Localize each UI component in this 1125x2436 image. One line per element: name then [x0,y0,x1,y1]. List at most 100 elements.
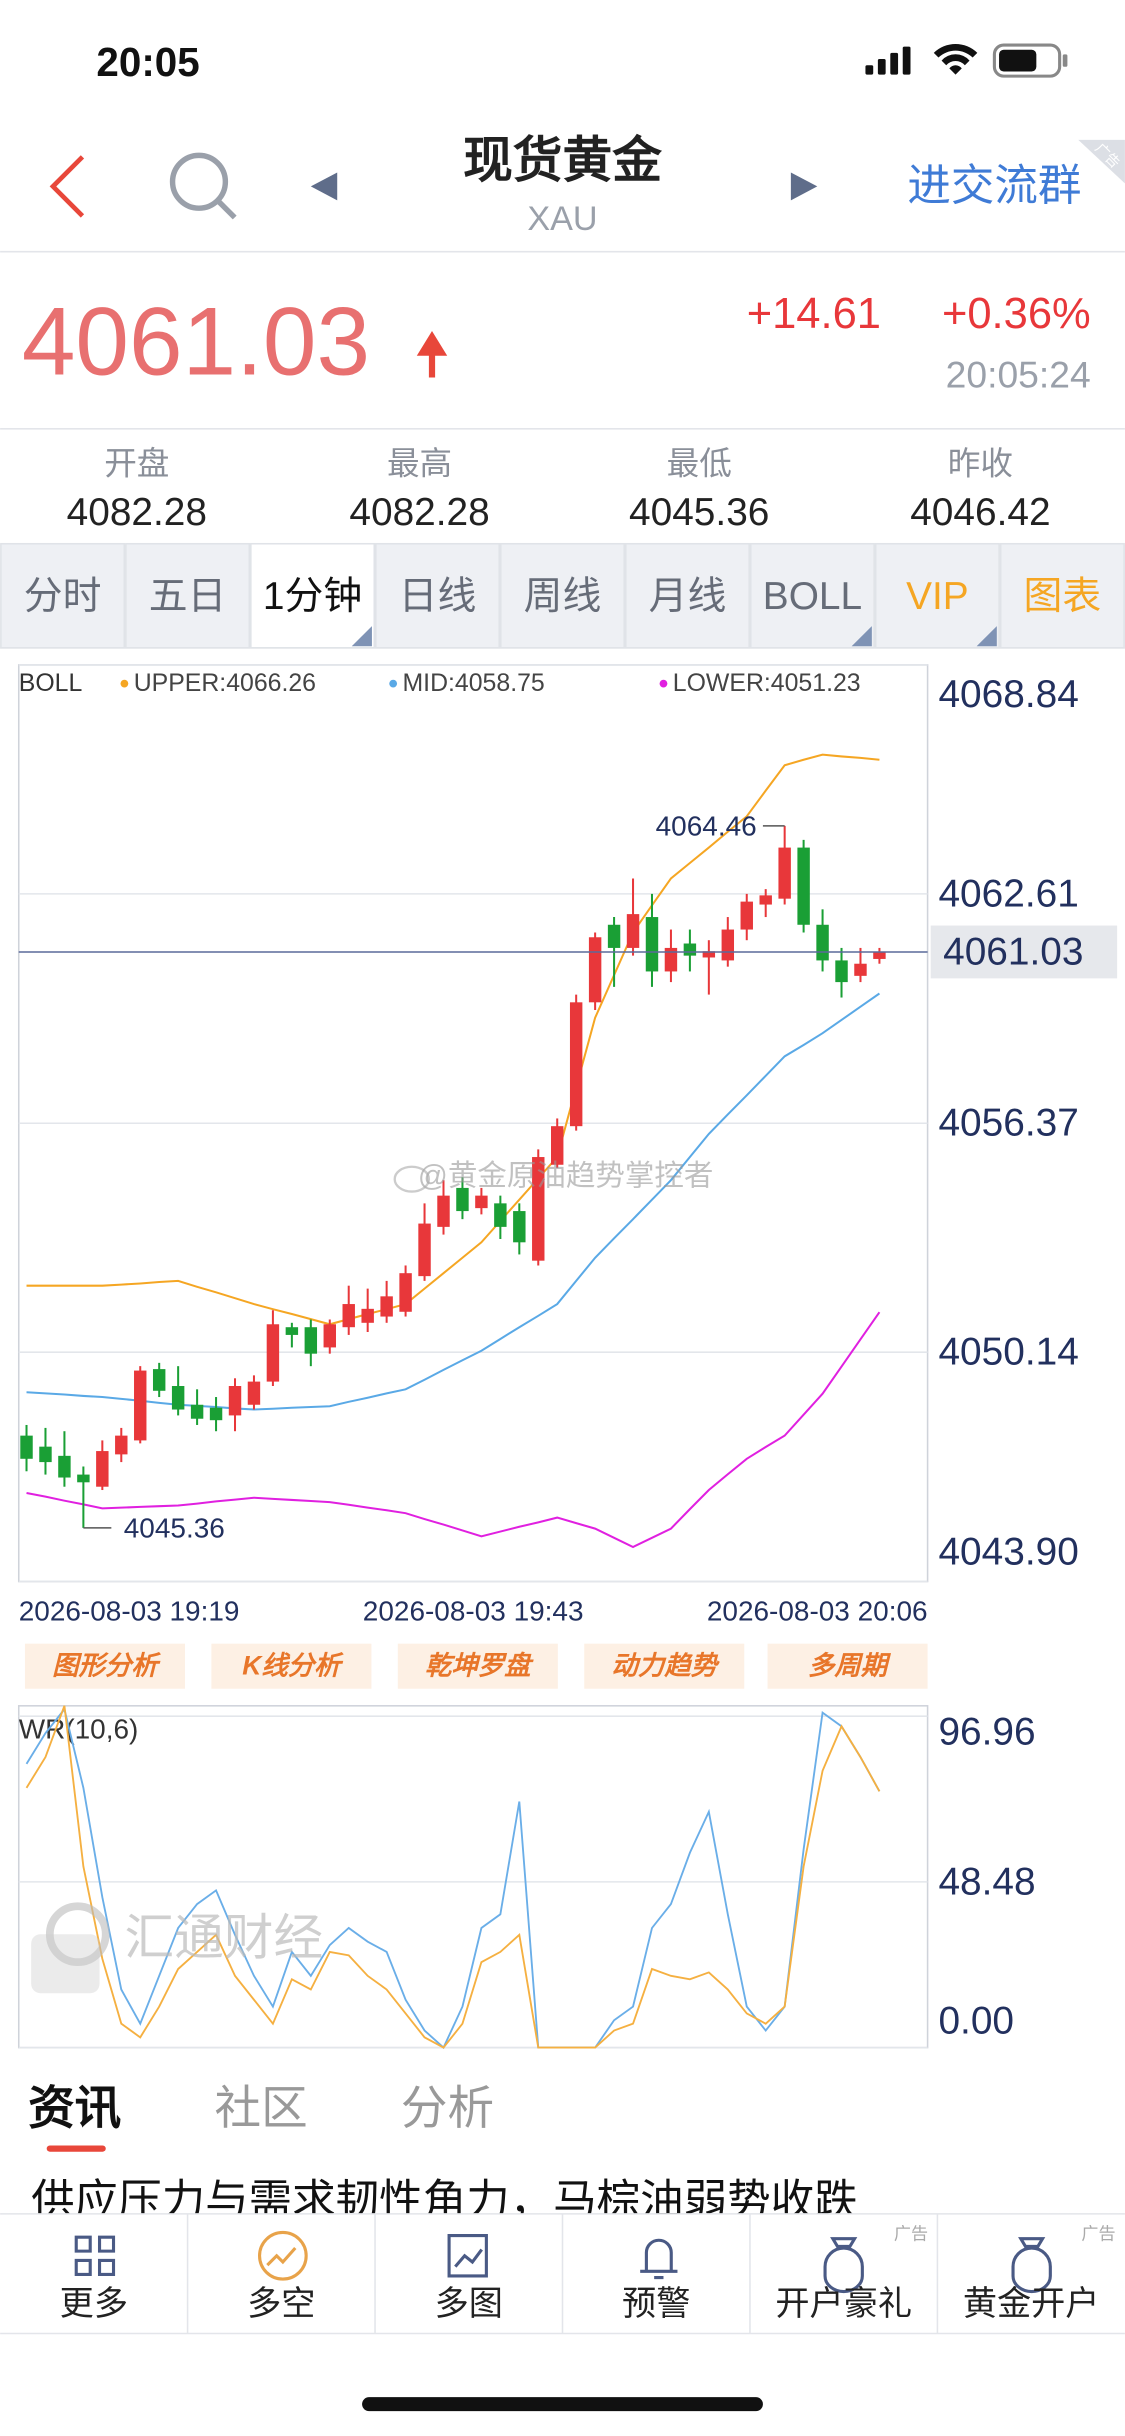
candle-body [740,901,753,930]
tool-label[interactable]: 多周期 [808,1650,892,1680]
ad-tag: 广告 [1081,2225,1115,2244]
nav-label[interactable]: 更多 [60,2285,128,2323]
tab[interactable] [250,542,376,649]
nav-icon[interactable] [74,2235,116,2276]
nav-icon[interactable] [1011,2237,1052,2294]
y-tick-label: 0.00 [938,2000,1014,2043]
candle-body [588,937,602,1003]
tab-label[interactable]: 月线 [649,575,727,618]
tab-label[interactable]: 周线 [524,575,602,618]
next-button[interactable] [790,172,818,201]
watermark-icon [393,1165,431,1193]
tab-label[interactable]: BOLL [763,575,862,618]
candle-body [569,1002,583,1127]
legend-item: UPPER:4066.26 [134,670,316,697]
nav-icon[interactable] [258,2231,308,2281]
candle-body [683,943,697,956]
tool-button[interactable] [767,1643,928,1689]
tab[interactable] [874,542,1000,649]
candle-body [702,951,716,958]
legend-title: BOLL [19,670,83,697]
tool-button[interactable] [24,1643,185,1689]
tool-button[interactable] [211,1643,372,1689]
price-change-pct: +0.36% [942,290,1091,338]
news-tab[interactable]: 资讯 [28,2082,121,2134]
current-price-label: 4061.03 [943,930,1083,973]
legend-dot [659,679,668,688]
stat-label: 开盘 [104,444,169,481]
candle-body [475,1195,488,1209]
candle-body [323,1324,336,1348]
tab-label[interactable]: 日线 [399,575,477,618]
legend-item: MID:4058.75 [402,670,544,697]
status-icons [865,43,1068,78]
prev-button[interactable] [310,172,338,201]
y-tick-label: 96.96 [938,1711,1035,1754]
boll-line [26,1311,881,1549]
group-link[interactable]: 进交流群 [907,162,1081,210]
candle-body [645,917,659,972]
candle-body [816,924,829,961]
candle-body [626,914,640,948]
nav-label[interactable]: 多空 [247,2285,315,2323]
nav-label[interactable]: 黄金开户 [963,2285,1100,2323]
stat-value: 4045.36 [629,491,769,534]
candle-body [96,1451,109,1487]
candle-body [228,1386,242,1416]
tab[interactable] [125,542,251,649]
boll-line [26,753,880,1326]
candle-body [58,1455,71,1478]
tool-label[interactable]: 图形分析 [52,1650,161,1680]
candle-body [532,1157,545,1261]
tool-button[interactable] [397,1643,558,1689]
tool-label[interactable]: 乾坤罗盘 [425,1650,534,1680]
tab[interactable] [375,542,501,649]
tab-label[interactable]: 1分钟 [263,575,362,618]
y-tick-label: 4056.37 [938,1102,1078,1145]
candle-body [380,1296,393,1317]
tab[interactable] [624,542,750,649]
tool-label[interactable]: 动力趋势 [611,1650,720,1680]
nav-icon[interactable] [447,2234,488,2278]
candle-body [437,1195,450,1227]
nav-label[interactable]: 多图 [435,2285,503,2323]
indicator-title: WR(10,6) [19,1714,139,1745]
x-tick-label: 2026-08-03 20:06 [707,1596,928,1627]
candle-body [342,1304,355,1328]
nav-icon[interactable] [640,2238,678,2280]
tab-label[interactable]: 五日 [149,575,227,618]
boll-line [26,992,881,1411]
news-tab[interactable]: 分析 [401,2082,494,2134]
tool-label[interactable]: K线分析 [242,1650,344,1680]
tab-label[interactable]: 图表 [1024,575,1102,618]
back-button[interactable] [49,155,85,218]
search-button[interactable] [169,152,237,220]
home-indicator [362,2397,763,2412]
tab[interactable] [500,542,625,649]
tab-label[interactable]: VIP [906,575,969,618]
stat-value: 4046.42 [910,491,1050,534]
stat-value: 4082.28 [67,491,207,534]
news-tab[interactable]: 社区 [215,2082,308,2134]
candle-body [513,1211,526,1243]
nav-label[interactable]: 开户豪礼 [775,2285,912,2323]
tab-label[interactable]: 分时 [24,575,102,618]
tool-button[interactable] [584,1643,745,1689]
tab-underline [46,2145,106,2152]
wr-line [25,1707,881,2050]
candle-body [873,951,886,959]
stat-label: 最低 [667,444,732,481]
nav-icon[interactable] [823,2237,864,2294]
candle-body [266,1324,280,1382]
candle-body [190,1404,204,1419]
candle-body [797,847,810,925]
legend-dot [120,679,129,688]
x-tick-label: 2026-08-03 19:19 [19,1596,240,1627]
tab[interactable] [999,542,1125,649]
tab[interactable] [749,542,875,649]
candle-body [20,1435,33,1459]
y-tick-label: 4050.14 [938,1331,1078,1374]
candle-body [285,1327,299,1335]
nav-label[interactable]: 预警 [622,2285,690,2323]
